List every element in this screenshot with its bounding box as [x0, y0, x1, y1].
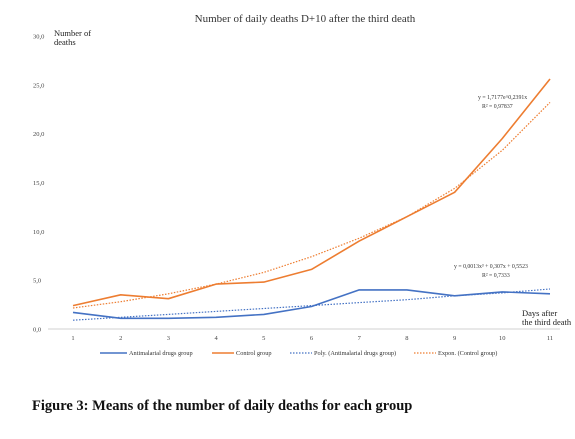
- x-tick-label: 11: [547, 335, 553, 342]
- series-lines: [72, 78, 551, 321]
- trendline-annotation: y = 0,0013x³ + 0,307x + 0,5523: [454, 264, 528, 270]
- y-tick-label: 25,0: [33, 82, 44, 89]
- legend: Antimalarial drugs group Control group Pol…: [100, 350, 497, 357]
- trendline-annotation: R² = 0,97837: [482, 104, 513, 110]
- x-tick-label: 7: [358, 335, 362, 342]
- y-axis-label: Number of deaths: [54, 28, 91, 47]
- trendline-annotation: y = 1,7177e^0,2391x: [478, 95, 527, 101]
- series-line-control-group: [72, 78, 551, 307]
- y-tick-label: 20,0: [33, 131, 44, 138]
- legend-label: Antimalarial drugs group: [129, 350, 193, 357]
- x-tick-label: 5: [262, 335, 265, 342]
- trendline-annotations: y = 1,7177e^0,2391x R² = 0,97837 y = 0,001…: [454, 95, 528, 279]
- series-line-antimalarial-drugs-group: [72, 289, 551, 320]
- y-tick-labels: 0,0 5,0 10,0 15,0 20,0 25,0 30,0: [33, 34, 44, 334]
- x-tick-label: 10: [499, 335, 506, 342]
- figure-caption: Figure 3: Means of the number of daily d…: [32, 398, 413, 414]
- x-tick-label: 3: [167, 335, 170, 342]
- legend-label: Poly. (Antimalarial drugs group): [314, 350, 396, 357]
- x-tick-labels: 1 2 3 4 5 6 7 8 9 10 11: [71, 335, 553, 342]
- x-tick-label: 6: [310, 335, 314, 342]
- y-tick-label: 10,0: [33, 229, 44, 236]
- x-tick-label: 8: [405, 335, 408, 342]
- x-tick-label: 1: [71, 335, 74, 342]
- y-tick-label: 30,0: [33, 34, 44, 41]
- legend-label: Expon. (Control group): [438, 350, 497, 357]
- trendline-annotation: R² = 0,7333: [482, 273, 510, 279]
- y-tick-label: 5,0: [33, 278, 41, 285]
- y-tick-label: 0,0: [33, 327, 41, 334]
- y-tick-label: 15,0: [33, 180, 44, 187]
- chart-title: Number of daily deaths D+10 after the th…: [195, 13, 416, 25]
- series-line-expon-control-group: [72, 101, 551, 309]
- x-tick-label: 9: [453, 335, 456, 342]
- legend-label: Control group: [236, 350, 272, 357]
- x-tick-label: 2: [119, 335, 122, 342]
- x-axis-label: Days after the third death: [522, 308, 572, 327]
- x-tick-label: 4: [214, 335, 218, 342]
